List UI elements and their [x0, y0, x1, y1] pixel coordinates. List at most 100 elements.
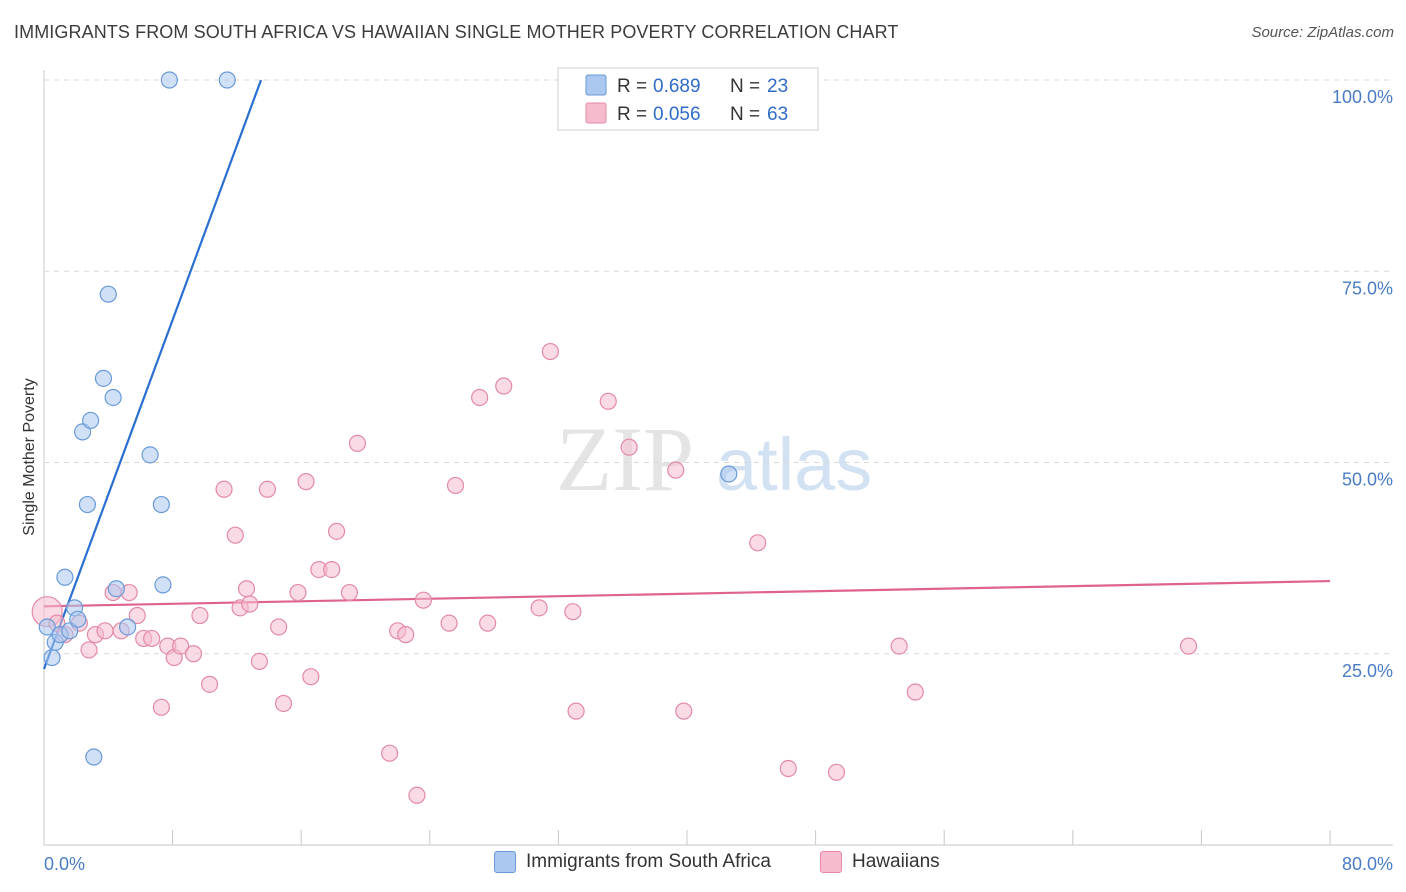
data-point-hawaiians	[191, 606, 209, 625]
data-point-hawaiians	[143, 629, 161, 648]
x-tick-label-max: 80.0%	[1342, 854, 1393, 874]
data-point-hawaiians	[564, 603, 582, 621]
legend-r-value: 0.056	[653, 104, 701, 125]
data-point-hawaiians	[184, 645, 203, 663]
data-point-hawaiians	[541, 342, 559, 361]
data-point-hawaiians	[446, 476, 465, 495]
data-point-south-africa	[85, 748, 103, 766]
data-point-south-africa	[43, 648, 61, 667]
data-point-south-africa	[141, 446, 159, 464]
data-point-south-africa	[154, 576, 172, 594]
data-point-hawaiians	[241, 595, 259, 613]
legend-n-label: N =	[730, 76, 760, 97]
bottom-legend-label: Immigrants from South Africa	[526, 851, 771, 872]
data-point-hawaiians	[152, 698, 170, 716]
data-point-hawaiians	[297, 473, 315, 491]
data-point-hawaiians	[749, 534, 767, 552]
data-point-hawaiians	[906, 683, 924, 701]
data-point-south-africa	[69, 610, 87, 628]
trend-line-hawaiians	[43, 579, 1331, 608]
legend-swatch-blue	[585, 74, 607, 96]
y-axis-title: Single Mother Poverty	[21, 378, 38, 535]
data-point-south-africa	[104, 388, 122, 407]
data-point-hawaiians	[1179, 637, 1198, 655]
x-tick-marks	[43, 830, 1331, 845]
data-point-south-africa	[152, 495, 170, 514]
data-point-hawaiians	[226, 526, 244, 544]
data-point-hawaiians	[479, 614, 497, 632]
data-point-hawaiians	[237, 580, 256, 598]
data-point-south-africa	[160, 71, 178, 89]
hawaiians-points	[31, 342, 1198, 804]
y-tick-label: 100.0%	[1332, 87, 1393, 107]
data-point-hawaiians	[827, 763, 846, 781]
data-point-hawaiians	[340, 583, 359, 602]
legend-r-value: 0.689	[653, 76, 701, 97]
legend-n-label: N =	[730, 104, 760, 125]
data-point-south-africa	[94, 369, 113, 387]
data-point-hawaiians	[348, 434, 367, 452]
data-point-hawaiians	[408, 786, 426, 804]
data-point-hawaiians	[172, 637, 190, 655]
data-point-hawaiians	[270, 618, 288, 636]
data-point-hawaiians	[495, 377, 513, 395]
south-africa-points	[38, 71, 738, 766]
trend-lines	[42, 79, 1331, 670]
data-point-hawaiians	[530, 599, 548, 617]
data-point-hawaiians	[274, 694, 293, 713]
data-point-hawaiians	[599, 392, 617, 410]
data-point-hawaiians	[200, 675, 219, 693]
data-point-hawaiians	[128, 606, 146, 625]
data-point-hawaiians	[215, 480, 233, 498]
legend-swatch-pink	[585, 102, 607, 124]
trend-line-south-africa	[42, 79, 263, 670]
y-tick-label: 25.0%	[1342, 661, 1393, 681]
data-point-south-africa	[56, 568, 74, 586]
data-point-hawaiians	[327, 522, 346, 540]
data-point-south-africa	[38, 618, 56, 636]
watermark-zip: ZIP	[556, 408, 694, 510]
bottom-legend-item-hawaiians: Hawaiians	[820, 851, 940, 873]
data-point-hawaiians	[397, 626, 415, 644]
chart-title: IMMIGRANTS FROM SOUTH AFRICA VS HAWAIIAN…	[14, 22, 899, 42]
y-tick-labels: 25.0% 50.0% 75.0% 100.0%	[1332, 87, 1393, 681]
y-tick-label: 50.0%	[1342, 470, 1393, 490]
bottom-legend-item-south-africa: Immigrants from South Africa	[494, 851, 771, 873]
legend-r-label: R =	[617, 76, 647, 97]
data-point-hawaiians	[381, 744, 399, 762]
data-point-south-africa	[78, 495, 97, 514]
data-point-south-africa	[99, 285, 117, 303]
y-tick-label: 75.0%	[1342, 278, 1393, 298]
data-point-hawaiians	[675, 702, 693, 720]
stats-legend: R = 0.689 N = 23 R = 0.056 N = 63	[557, 67, 819, 131]
data-point-hawaiians	[258, 480, 277, 498]
data-point-hawaiians	[96, 622, 114, 640]
data-point-hawaiians	[414, 591, 432, 609]
watermark: ZIP atlas	[556, 408, 872, 510]
legend-r-label: R =	[617, 104, 647, 125]
gridlines	[44, 79, 1393, 655]
data-point-south-africa	[107, 580, 125, 598]
bottom-legend-label: Hawaiians	[852, 851, 940, 872]
data-point-hawaiians	[890, 637, 908, 655]
data-point-hawaiians	[620, 438, 638, 456]
legend-swatch-blue	[494, 851, 516, 873]
data-point-hawaiians	[80, 641, 98, 659]
data-point-south-africa	[218, 71, 236, 89]
watermark-atlas: atlas	[716, 423, 872, 506]
data-point-hawaiians	[289, 583, 307, 602]
data-point-hawaiians	[302, 668, 320, 686]
legend-n-value: 23	[767, 76, 788, 97]
legend-n-value: 63	[767, 104, 788, 125]
data-point-hawaiians	[471, 388, 489, 407]
data-point-south-africa	[118, 618, 137, 636]
bottom-legend: Immigrants from South Africa Hawaiians	[0, 851, 1406, 879]
x-tick-label-min: 0.0%	[44, 854, 85, 874]
source-label: Source: ZipAtlas.com	[1251, 24, 1394, 41]
data-point-hawaiians	[779, 759, 797, 778]
data-point-hawaiians	[667, 461, 685, 479]
data-point-hawaiians	[323, 560, 341, 579]
data-point-south-africa	[82, 411, 100, 430]
data-point-hawaiians	[250, 652, 269, 671]
